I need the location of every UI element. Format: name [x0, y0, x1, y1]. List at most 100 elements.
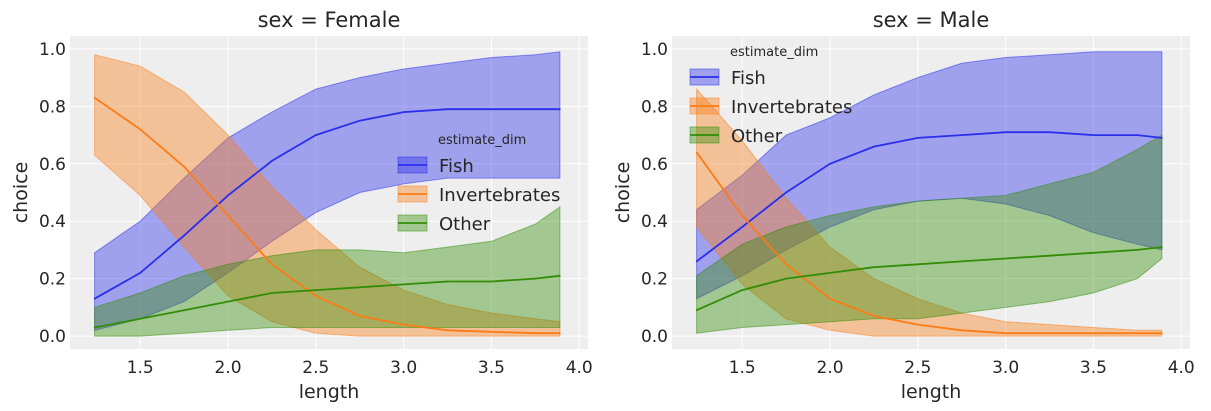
point-other — [559, 274, 561, 277]
y-tick-label: 0.6 — [641, 155, 668, 175]
point-fish — [183, 234, 185, 237]
point-invertebrates — [960, 329, 963, 332]
point-fish — [695, 260, 698, 263]
line-fish — [696, 131, 1163, 263]
point-other — [93, 326, 96, 329]
band-other — [94, 205, 561, 337]
panel-title: sex = Male — [873, 8, 990, 32]
y-tick-label: 0.4 — [641, 212, 668, 232]
point-invertebrates — [183, 165, 185, 168]
point-other — [315, 289, 317, 291]
line-fish — [94, 108, 560, 300]
y-axis-label: choice — [612, 162, 634, 224]
point-invertebrates — [1004, 332, 1007, 335]
band-other — [696, 134, 1163, 334]
legend: estimate_dim Fish Invertebrates Other — [397, 133, 560, 235]
point-invertebrates — [559, 332, 561, 335]
point-invertebrates — [490, 330, 493, 333]
point-invertebrates — [271, 263, 273, 266]
point-other — [490, 280, 493, 283]
x-tick-label: 3.5 — [478, 358, 505, 378]
point-fish — [402, 111, 405, 113]
point-other — [227, 300, 229, 303]
x-tick-label: 1.5 — [729, 358, 756, 378]
point-fish — [741, 226, 744, 228]
legend-label-fish: Fish — [439, 156, 474, 177]
point-other — [1048, 254, 1051, 257]
point-other — [183, 309, 185, 312]
x-tick-label: 3.0 — [390, 358, 417, 378]
y-tick-label: 1.0 — [39, 40, 66, 60]
band-invertebrates — [94, 54, 561, 337]
x-tick-label: 3.5 — [1080, 358, 1107, 378]
y-tick-label: 0.2 — [39, 270, 66, 290]
point-other — [139, 318, 142, 320]
point-invertebrates — [446, 329, 449, 332]
point-fish — [227, 194, 229, 197]
plot-area — [70, 36, 588, 349]
legend-title: estimate_dim — [730, 45, 818, 60]
point-fish — [559, 108, 561, 111]
point-other — [1092, 252, 1095, 254]
point-other — [917, 263, 919, 266]
y-tick-label: 0.2 — [641, 270, 668, 290]
point-other — [695, 309, 698, 312]
legend-label-other: Other — [439, 214, 491, 235]
point-invertebrates — [93, 96, 96, 99]
x-tick-label: 2.0 — [817, 358, 844, 378]
point-fish — [93, 297, 96, 300]
point-fish — [873, 145, 875, 148]
point-fish — [1161, 137, 1163, 139]
point-invertebrates — [917, 323, 919, 326]
point-other — [829, 272, 831, 274]
y-tick-label: 0.0 — [641, 327, 668, 347]
point-invertebrates — [785, 263, 787, 266]
point-fish — [960, 134, 963, 136]
line-invertebrates — [695, 151, 1162, 335]
point-fish — [1136, 134, 1139, 136]
point-fish — [917, 137, 919, 139]
band-fish — [94, 51, 561, 331]
point-fish — [1004, 131, 1007, 133]
x-tick-label: 2.5 — [904, 358, 931, 378]
point-invertebrates — [315, 295, 317, 297]
point-other — [534, 277, 537, 280]
legend-label-other: Other — [731, 126, 783, 147]
point-other — [741, 289, 744, 291]
y-axis-label: choice — [10, 162, 32, 224]
y-tick-label: 0.4 — [39, 212, 66, 232]
point-invertebrates — [227, 214, 229, 217]
point-invertebrates — [402, 323, 405, 326]
point-invertebrates — [534, 332, 537, 335]
legend-label-fish: Fish — [731, 68, 766, 89]
legend-label-invertebrates: Invertebrates — [439, 185, 560, 206]
x-tick-label: 4.0 — [566, 358, 593, 378]
point-fish — [785, 191, 787, 194]
x-tick-label: 3.0 — [992, 358, 1019, 378]
point-invertebrates — [1048, 332, 1051, 335]
point-fish — [139, 272, 142, 274]
point-invertebrates — [873, 315, 875, 317]
x-axis-label: length — [901, 381, 962, 403]
y-tick-label: 0.6 — [39, 155, 66, 175]
x-tick-label: 1.5 — [127, 358, 154, 378]
point-invertebrates — [695, 151, 698, 154]
y-tick-label: 0.8 — [39, 97, 66, 117]
point-other — [446, 280, 449, 283]
point-fish — [315, 134, 317, 136]
point-invertebrates — [829, 297, 831, 300]
x-tick-label: 2.5 — [302, 358, 329, 378]
point-other — [271, 292, 273, 294]
point-invertebrates — [1161, 332, 1163, 335]
panel-male: 1.5 2.0 2.5 3.0 3.5 4.0 0.0 0.2 0.4 0.6 0.8 1.0 sex … — [612, 8, 1195, 403]
point-fish — [829, 162, 831, 165]
point-other — [1004, 257, 1007, 260]
x-tick-label: 4.0 — [1168, 358, 1195, 378]
point-fish — [271, 160, 273, 162]
x-axis-label: length — [299, 381, 360, 403]
legend-title: estimate_dim — [438, 133, 526, 148]
legend: estimate_dim Fish Invertebrates Other — [689, 45, 852, 147]
point-fish — [446, 108, 449, 111]
y-tick-label: 1.0 — [641, 40, 668, 60]
